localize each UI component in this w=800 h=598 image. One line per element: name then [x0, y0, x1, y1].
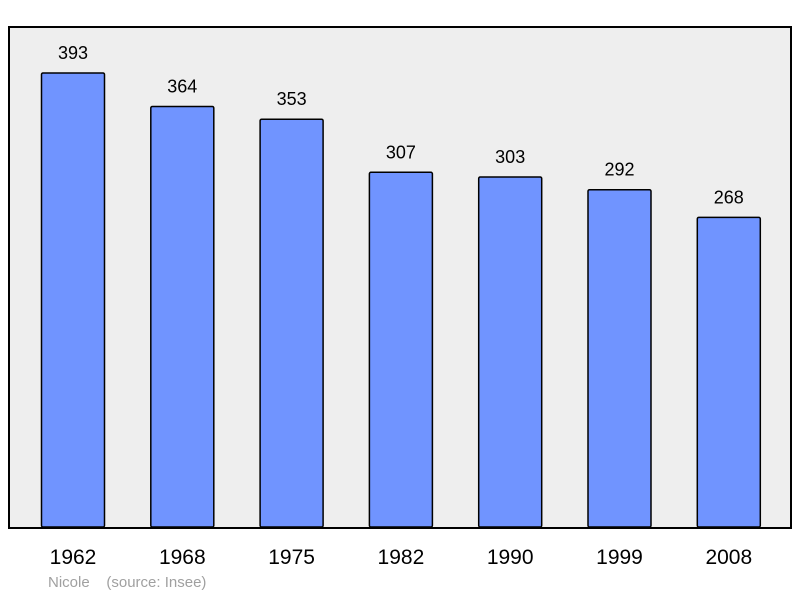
bar-1982: [368, 171, 434, 528]
value-label-1999: 292: [604, 160, 634, 180]
value-label-1982: 307: [386, 142, 416, 162]
value-label-1962: 393: [58, 43, 88, 63]
value-label-1968: 364: [167, 77, 197, 97]
x-tick-label-1968: 1968: [159, 546, 206, 569]
bar-1999: [587, 188, 652, 528]
bar-1990: [477, 176, 543, 528]
value-labels-layer: 393 364 353 307 303 292 268: [58, 43, 744, 207]
value-label-2008: 268: [714, 187, 744, 207]
chart-footer: Nicole (source: Insee): [48, 574, 206, 591]
value-label-1990: 303: [495, 147, 525, 167]
x-tick-label-2008: 2008: [705, 546, 752, 569]
bars-layer: [40, 72, 762, 528]
x-tick-label-1962: 1962: [50, 546, 97, 569]
value-label-1975: 353: [277, 89, 307, 109]
x-tick-label-1990: 1990: [487, 546, 534, 569]
x-tick-label-1999: 1999: [596, 546, 643, 569]
author-credit: Nicole: [48, 574, 90, 591]
x-tick-label-1975: 1975: [268, 546, 315, 569]
bar-1962: [40, 72, 106, 528]
source-credit: (source: Insee): [106, 574, 207, 591]
x-tick-labels-layer: 1962 1968 1975 1982 1990 1999 2008: [50, 546, 753, 569]
bar-2008: [696, 216, 762, 528]
bar-1975: [259, 118, 324, 528]
x-tick-label-1982: 1982: [378, 546, 425, 569]
bar-1968: [150, 105, 215, 528]
